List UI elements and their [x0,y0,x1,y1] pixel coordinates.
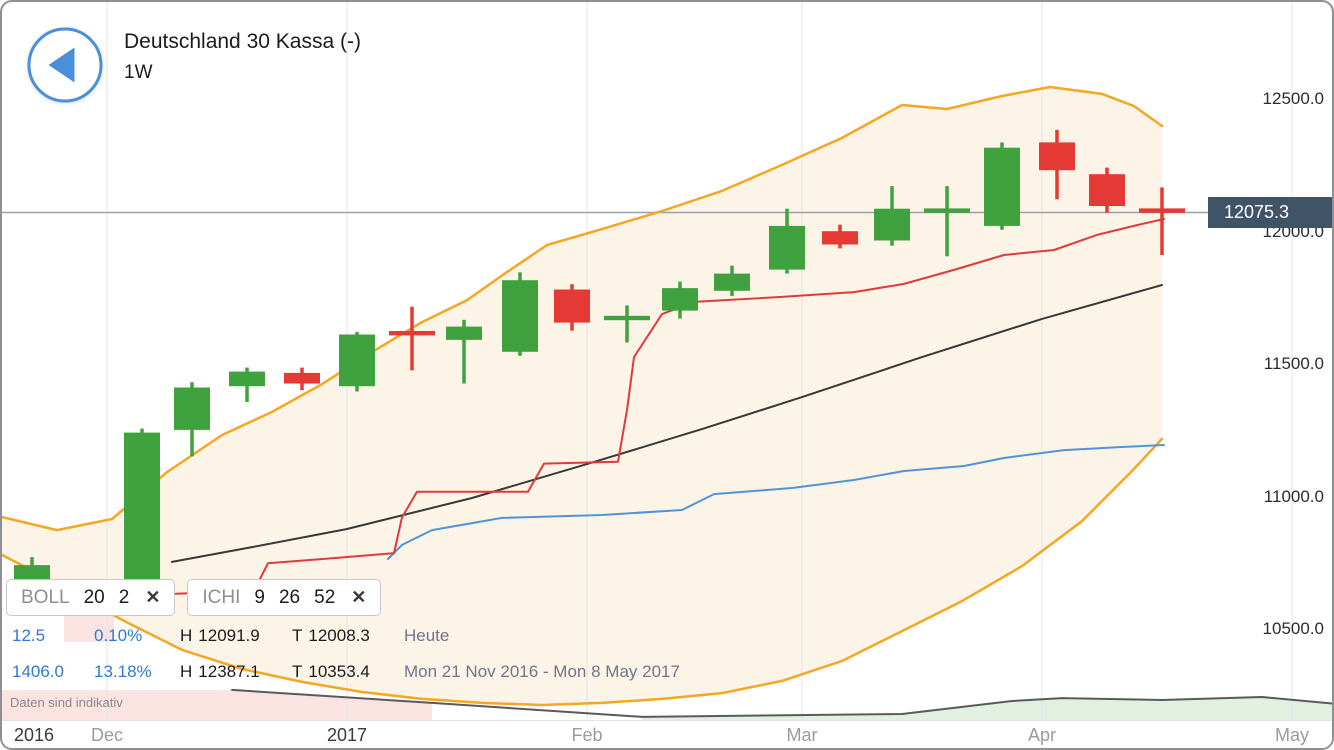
back-arrow-icon [27,27,103,103]
price-axis-label: 11000.0 [1263,487,1324,506]
change-percent: 0.10% [94,626,143,645]
candle-body [14,565,50,580]
candle-body [554,289,590,323]
indicator-chip-ichi[interactable]: ICHI 9 26 52 ✕ [187,579,382,616]
candle-body [714,273,750,291]
chart-interval-label[interactable]: 1W [124,62,153,83]
candle-body [229,371,265,387]
candlestick-chart[interactable] [2,2,1334,720]
candle-body [502,280,538,352]
back-button[interactable] [26,26,104,104]
candle-wick [945,186,949,257]
time-axis: 2016 Dec 2017 Feb Mar Apr May [2,720,1332,748]
quote-row-range: 1406.0 13.18% H 12387.1 T 10353.4 Mon 21 N… [12,662,680,682]
indicator-name: ICHI [202,586,241,608]
ichimoku-cloud-bear [2,689,432,720]
indicator-chip-boll[interactable]: BOLL 20 2 ✕ [6,579,176,616]
ichimoku_red-line [169,218,1165,595]
low-value: T 12008.3 [292,626,370,645]
candle-body [1089,174,1125,206]
remove-indicator-icon[interactable]: ✕ [145,587,161,607]
indicator-param: 9 [254,586,265,608]
candles-layer [14,129,1185,599]
change-value: 12.5 [12,626,46,645]
candle-body [874,208,910,241]
ichimoku-cloud-bull [642,697,1332,720]
high-value: H 12091.9 [180,626,260,645]
boll_mid-line [171,284,1163,563]
remove-indicator-icon[interactable]: ✕ [351,587,367,607]
candle-wick [1160,187,1164,255]
change-value: 1406.0 [12,662,64,681]
indicator-param: 26 [278,586,301,608]
instrument-title: Deutschland 30 Kassa (-) [124,30,361,53]
candle-doji-body [924,208,970,213]
time-axis-label: May [1274,725,1309,745]
candle-doji-body [1139,208,1185,213]
period-label: Heute [404,626,450,645]
indicator-param: 52 [314,586,336,608]
candle-body [446,326,482,340]
indicator-param: 2 [118,586,130,608]
period-label: Mon 21 Nov 2016 - Mon 8 May 2017 [404,662,680,681]
time-axis-label: Dec [90,725,123,745]
candle-body [662,288,698,311]
time-axis-label: 2017 [326,725,368,745]
indicator-lines [2,85,1332,718]
time-axis-label: Apr [1027,725,1056,745]
candle-body [1039,142,1075,171]
change-percent: 13.18% [94,662,152,681]
disclaimer-text: Daten sind indikativ [10,695,123,710]
ichimoku_blue-line [387,444,1165,560]
candle-body [339,334,375,387]
high-value: H 12387.1 [180,662,260,681]
price-axis-label: 11500.0 [1263,354,1324,373]
current-price-tag: 12075.3 [1208,197,1332,228]
price-axis-label: 10500.0 [1262,619,1324,638]
candle-body [984,147,1020,226]
candle-doji-body [604,315,650,321]
time-axis-label: Mar [786,725,818,745]
indicator-name: BOLL [21,586,70,608]
price-axis-label: 12500.0 [1262,89,1324,108]
quote-row-today: 12.5 0.10% H 12091.9 T 12008.3 Heute [12,626,449,646]
indicator-chips: BOLL 20 2 ✕ ICHI 9 26 52 ✕ [6,579,382,616]
band-and-cloud-fills [2,87,1332,720]
candle-doji-body [389,331,435,336]
candle-body [174,387,210,430]
candle-wick [625,305,629,343]
boll_upper-line [2,85,1164,532]
candle-wick [462,319,466,384]
candle-body [769,225,805,270]
indicator-param: 20 [83,586,105,608]
boll_lower-line [2,437,1164,707]
time-axis-label: 2016 [13,725,55,745]
low-value: T 10353.4 [292,662,370,681]
cloud_edge-line [231,688,1332,718]
candle-body [124,432,160,595]
candle-wick [410,306,414,371]
candle-body [284,372,320,384]
candle-body [822,231,858,245]
time-axis-label: Feb [571,725,603,745]
